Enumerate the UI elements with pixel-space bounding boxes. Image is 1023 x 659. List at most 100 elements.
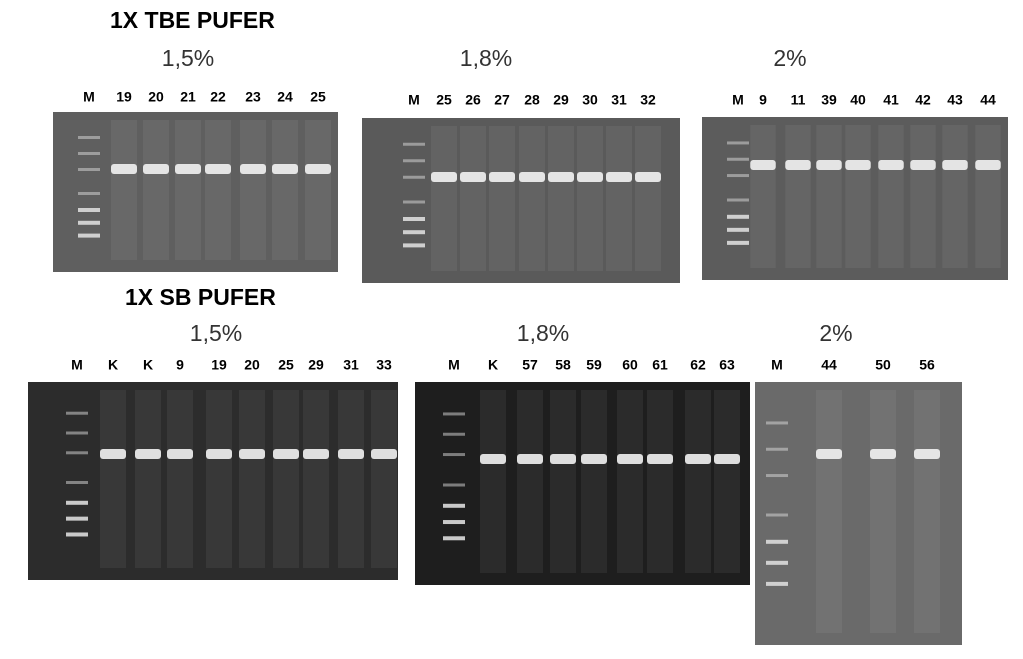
gel-concentration: 2% bbox=[773, 45, 806, 71]
dna-band bbox=[519, 172, 545, 182]
lane-smear bbox=[519, 126, 545, 271]
lane-label: 9 bbox=[759, 92, 767, 108]
lane-label: 30 bbox=[582, 92, 598, 108]
dna-band bbox=[205, 164, 231, 174]
lane-smear bbox=[167, 390, 193, 568]
marker-band bbox=[66, 532, 88, 537]
lane-label: 41 bbox=[883, 92, 899, 108]
lane-smear bbox=[205, 120, 231, 260]
lane-label: 61 bbox=[652, 357, 668, 373]
lane-smear bbox=[460, 126, 486, 271]
marker-band bbox=[66, 516, 88, 521]
lane-label: 27 bbox=[494, 92, 510, 108]
dna-band bbox=[338, 449, 364, 459]
lane-smear bbox=[816, 390, 842, 633]
marker-band bbox=[443, 412, 465, 416]
marker-band bbox=[66, 481, 88, 484]
marker-band bbox=[443, 483, 465, 487]
lane-smear bbox=[239, 390, 265, 568]
lane-label: 44 bbox=[980, 92, 996, 108]
marker-band bbox=[766, 539, 788, 544]
marker-band bbox=[727, 227, 749, 232]
lane-label: 59 bbox=[586, 357, 602, 373]
dna-band bbox=[617, 454, 643, 464]
gel-concentration: 1,8% bbox=[460, 45, 512, 71]
marker-band bbox=[78, 220, 100, 225]
lane-label: M bbox=[71, 357, 83, 373]
dna-band bbox=[240, 164, 266, 174]
marker-band bbox=[727, 240, 749, 245]
lane-smear bbox=[942, 125, 968, 268]
lane-label: M bbox=[732, 92, 744, 108]
lane-smear bbox=[685, 390, 711, 573]
dna-band bbox=[750, 160, 776, 170]
lane-smear bbox=[273, 390, 299, 568]
dna-band bbox=[111, 164, 137, 174]
lane-label: K bbox=[488, 357, 498, 373]
dna-band bbox=[100, 449, 126, 459]
marker-band bbox=[403, 175, 425, 179]
lane-smear bbox=[303, 390, 329, 568]
dna-band bbox=[206, 449, 232, 459]
gel bbox=[702, 117, 1008, 280]
lane-label: 62 bbox=[690, 357, 706, 373]
lane-label: 9 bbox=[176, 357, 184, 373]
marker-band bbox=[443, 520, 465, 525]
dna-band bbox=[460, 172, 486, 182]
marker-band bbox=[766, 560, 788, 565]
lane-smear bbox=[240, 120, 266, 260]
lane-label: M bbox=[408, 92, 420, 108]
lane-label: 19 bbox=[211, 357, 227, 373]
marker-band bbox=[66, 500, 88, 505]
marker-band bbox=[66, 411, 88, 415]
lane-label: 56 bbox=[919, 357, 935, 373]
section-title: 1X SB PUFER bbox=[125, 284, 276, 310]
marker-band bbox=[766, 474, 788, 478]
dna-band bbox=[175, 164, 201, 174]
lane-label: 28 bbox=[524, 92, 540, 108]
lane-label: 26 bbox=[465, 92, 481, 108]
marker-band bbox=[727, 174, 749, 178]
dna-band bbox=[870, 449, 896, 459]
dna-band bbox=[480, 454, 506, 464]
marker-band bbox=[66, 431, 88, 435]
dna-band bbox=[878, 160, 904, 170]
lane-smear bbox=[550, 390, 576, 573]
marker-band bbox=[403, 230, 425, 235]
lane-label: 25 bbox=[310, 89, 326, 105]
lane-smear bbox=[914, 390, 940, 633]
lane-smear bbox=[975, 125, 1001, 268]
gel bbox=[53, 112, 338, 272]
dna-band bbox=[816, 449, 842, 459]
marker-band bbox=[78, 208, 100, 212]
marker-band bbox=[78, 152, 100, 155]
dna-band bbox=[550, 454, 576, 464]
section-title: 1X TBE PUFER bbox=[110, 7, 275, 33]
dna-band bbox=[785, 160, 811, 170]
dna-band bbox=[303, 449, 329, 459]
marker-band bbox=[443, 432, 465, 436]
lane-smear bbox=[206, 390, 232, 568]
marker-band bbox=[403, 217, 425, 221]
lane-label: 40 bbox=[850, 92, 866, 108]
dna-band bbox=[942, 160, 968, 170]
marker-band bbox=[727, 214, 749, 219]
lane-smear bbox=[143, 120, 169, 260]
dna-band bbox=[239, 449, 265, 459]
marker-band bbox=[403, 200, 425, 204]
lane-smear bbox=[606, 126, 632, 271]
lane-smear bbox=[878, 125, 904, 268]
dna-band bbox=[647, 454, 673, 464]
lane-label: K bbox=[143, 357, 153, 373]
dna-band bbox=[548, 172, 574, 182]
lane-label: 25 bbox=[436, 92, 452, 108]
lane-label: 60 bbox=[622, 357, 638, 373]
lane-label: 43 bbox=[947, 92, 963, 108]
lane-smear bbox=[785, 125, 811, 268]
marker-band bbox=[403, 142, 425, 146]
lane-label: M bbox=[448, 357, 460, 373]
marker-band bbox=[727, 198, 749, 202]
marker-band bbox=[443, 453, 465, 457]
marker-band bbox=[766, 447, 788, 451]
marker-band bbox=[78, 168, 100, 171]
